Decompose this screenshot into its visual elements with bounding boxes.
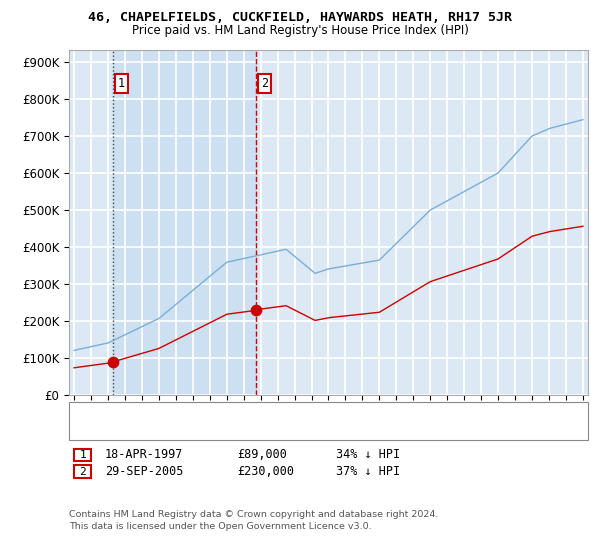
Text: 46, CHAPELFIELDS, CUCKFIELD, HAYWARDS HEATH, RH17 5JR: 46, CHAPELFIELDS, CUCKFIELD, HAYWARDS HE… [88, 11, 512, 24]
Point [251, 305, 261, 314]
Text: £89,000: £89,000 [237, 448, 287, 461]
Text: 34% ↓ HPI: 34% ↓ HPI [336, 448, 400, 461]
Text: HPI: Average price, detached house, Mid Sussex: HPI: Average price, detached house, Mid … [101, 424, 342, 434]
Text: Price paid vs. HM Land Registry's House Price Index (HPI): Price paid vs. HM Land Registry's House … [131, 24, 469, 36]
Text: 1: 1 [118, 77, 125, 90]
Bar [113, 50, 256, 395]
Text: 29-SEP-2005: 29-SEP-2005 [105, 465, 184, 478]
Text: 18-APR-1997: 18-APR-1997 [105, 448, 184, 461]
Text: 37% ↓ HPI: 37% ↓ HPI [336, 465, 400, 478]
Text: 46, CHAPELFIELDS, CUCKFIELD, HAYWARDS HEATH, RH17 5JR (detached house): 46, CHAPELFIELDS, CUCKFIELD, HAYWARDS HE… [101, 407, 499, 417]
Text: 2: 2 [79, 466, 86, 477]
Text: ——: —— [76, 405, 91, 419]
Text: ——: —— [76, 422, 91, 436]
Point [108, 357, 118, 366]
Text: 1: 1 [79, 450, 86, 460]
Text: £230,000: £230,000 [237, 465, 294, 478]
Text: Contains HM Land Registry data © Crown copyright and database right 2024.
This d: Contains HM Land Registry data © Crown c… [69, 510, 439, 531]
Text: 2: 2 [262, 77, 268, 90]
